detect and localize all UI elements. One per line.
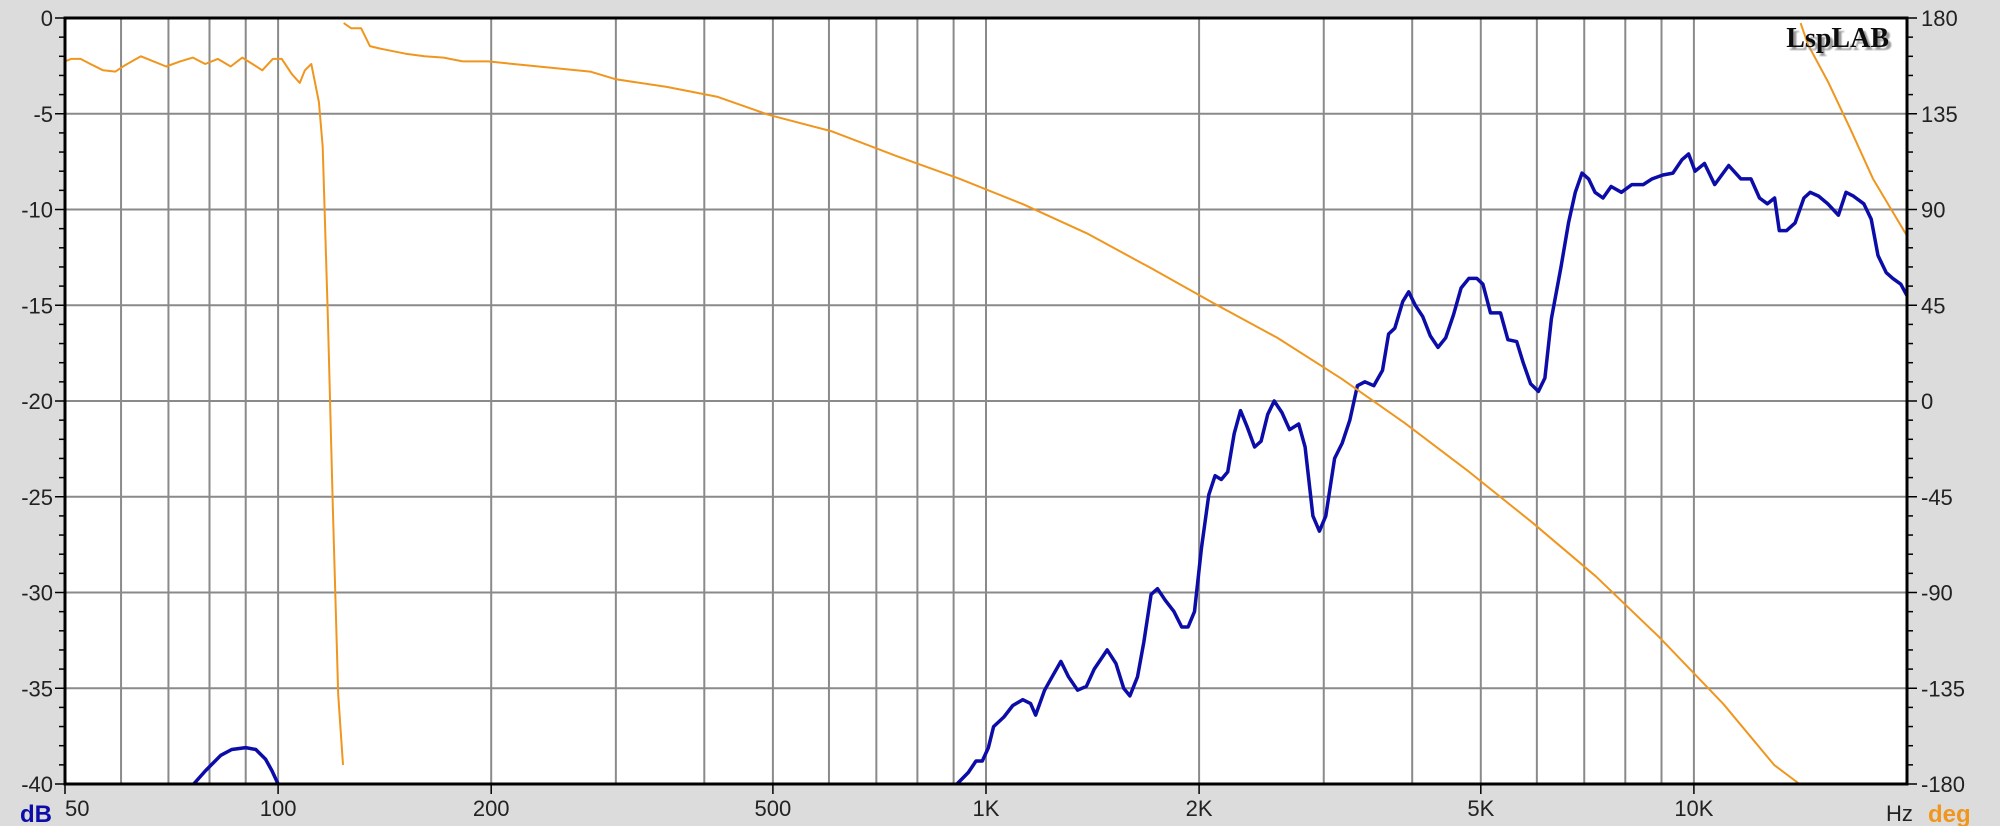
x-tick-label: 100 (260, 796, 297, 821)
left-tick-label: -15 (21, 293, 53, 318)
magnitude-line (192, 745, 280, 786)
plot-frame (63, 16, 1909, 786)
right-tick-label: 90 (1921, 198, 1945, 223)
phase-line (64, 55, 344, 765)
series-lines (64, 22, 1909, 786)
right-tick-label: 45 (1921, 293, 1945, 318)
right-axis-unit: deg (1928, 801, 1971, 826)
left-tick-label: -25 (21, 485, 53, 510)
left-tick-label: -35 (21, 676, 53, 701)
x-axis-unit: Hz (1886, 801, 1913, 826)
left-tick-label: -40 (21, 772, 53, 797)
left-tick-label: -5 (33, 102, 53, 127)
x-tick-label: 50 (65, 796, 89, 821)
right-tick-label: 0 (1921, 389, 1933, 414)
x-tick-label: 500 (755, 796, 792, 821)
right-tick-label: -90 (1921, 581, 1953, 606)
left-tick-label: 0 (41, 6, 53, 31)
right-tick-label: -180 (1921, 772, 1965, 797)
right-tick-label: -45 (1921, 485, 1953, 510)
x-tick-label: 2K (1186, 796, 1213, 821)
magnitude-line (955, 152, 1909, 786)
x-tick-label: 200 (473, 796, 510, 821)
right-tick-label: 180 (1921, 6, 1958, 31)
left-tick-label: -20 (21, 389, 53, 414)
axis-ticks: 0 -5 -10 -15 -20 -25 -30 -35 -40 180 135 90 45 0 -45 -9… (21, 6, 1965, 821)
x-tick-label: 1K (973, 796, 1000, 821)
left-tick-label: -10 (21, 198, 53, 223)
x-tick-label: 5K (1467, 796, 1494, 821)
right-tick-label: -135 (1921, 676, 1965, 701)
left-axis-unit: dB (20, 801, 52, 826)
left-tick-label: -30 (21, 581, 53, 606)
phase-line (343, 22, 1801, 785)
x-tick-label: 10K (1674, 796, 1713, 821)
right-tick-label: 135 (1921, 102, 1958, 127)
logo: LspLAB (1786, 23, 1889, 54)
phase-line (1799, 22, 1908, 237)
